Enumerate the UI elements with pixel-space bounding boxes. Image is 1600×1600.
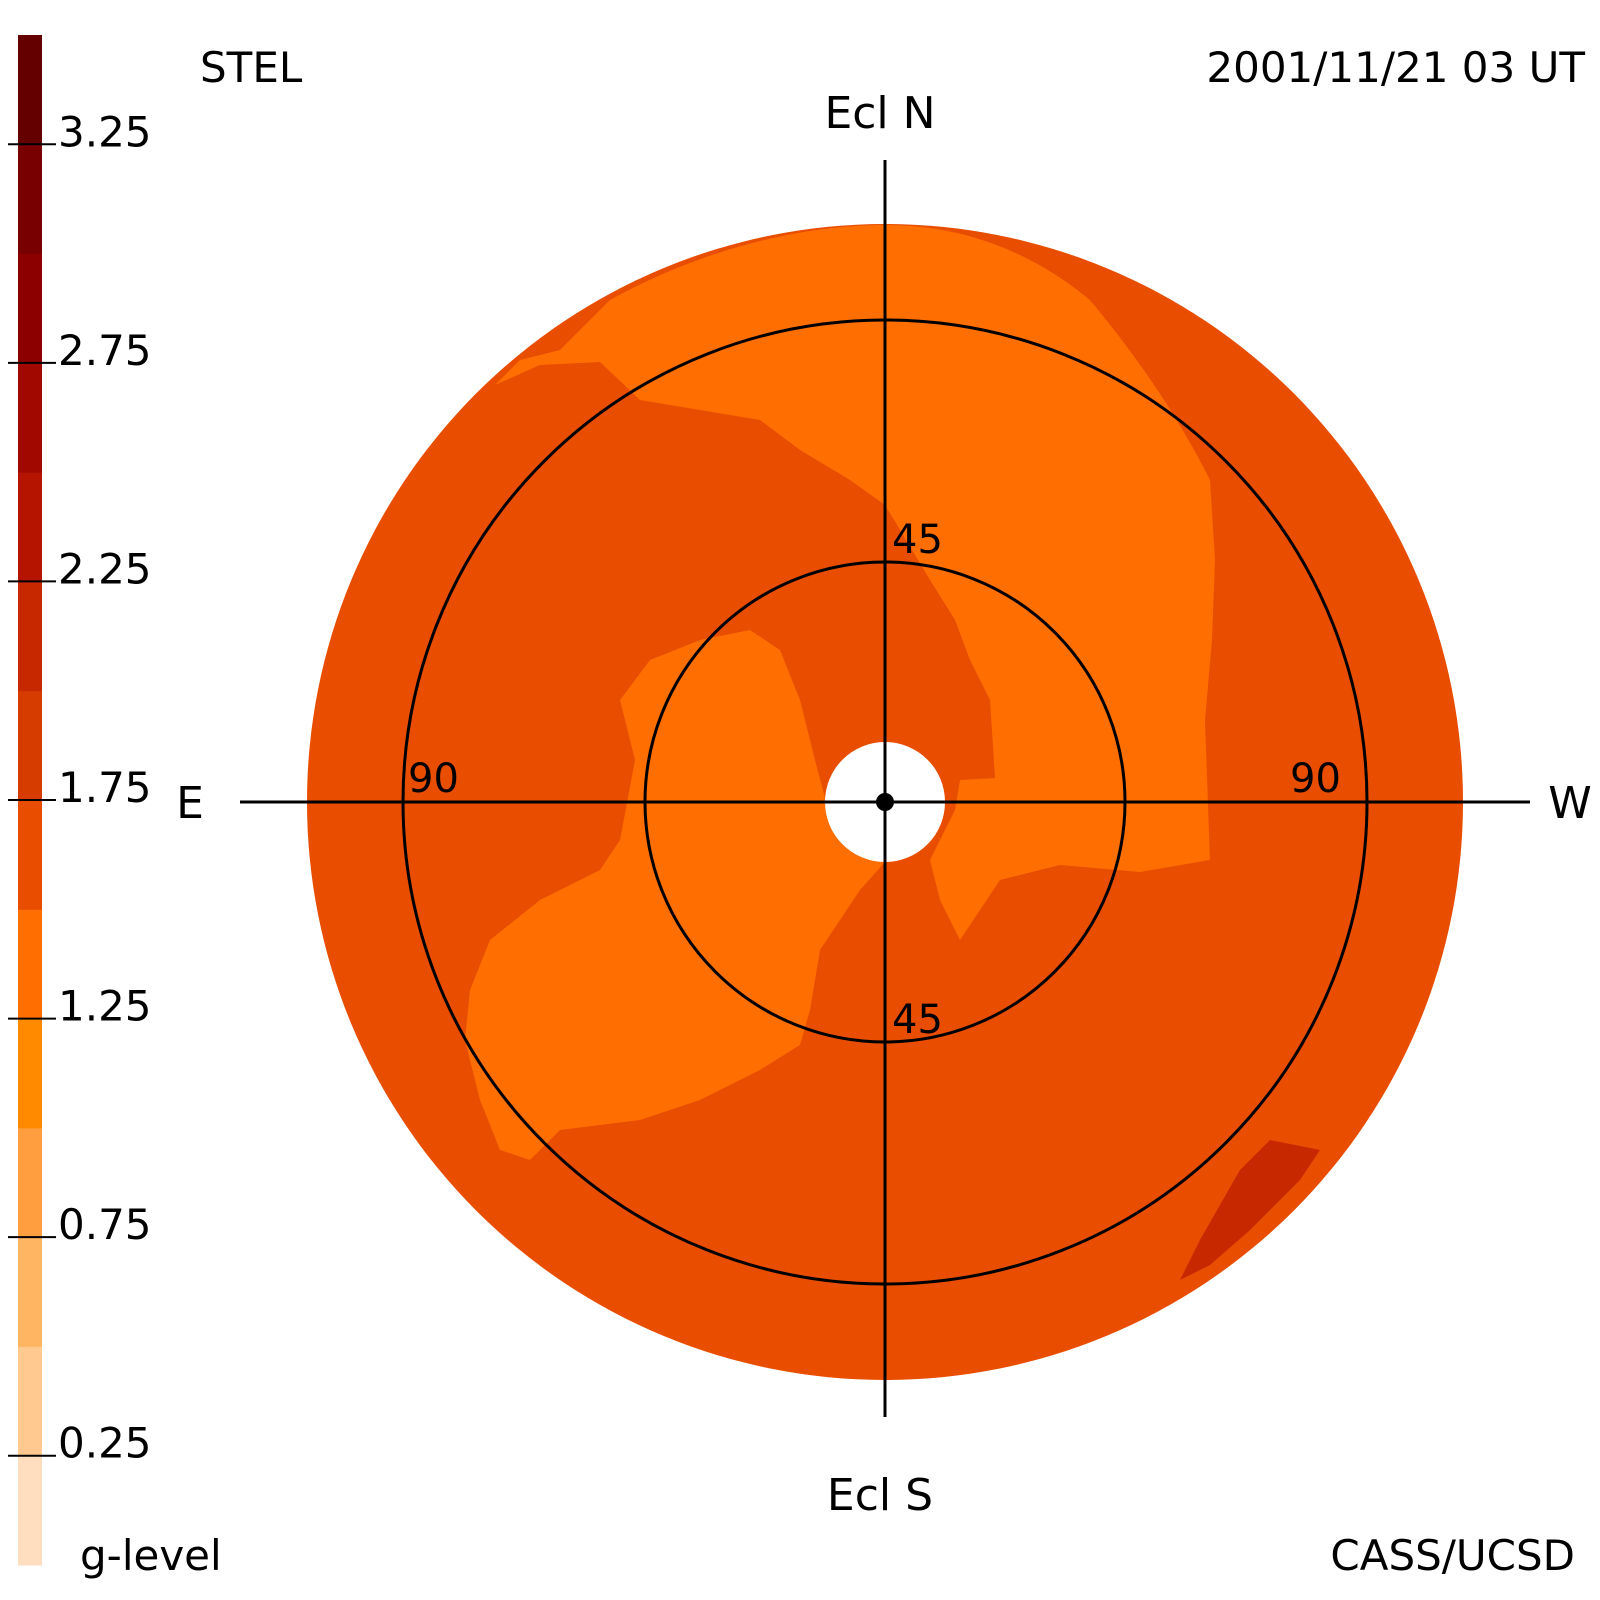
direction-east-label: E [176, 778, 204, 829]
colorbar-tick-label: 3.25 [58, 107, 152, 156]
colorbar-segment [18, 472, 42, 582]
colorbar-segment [18, 253, 42, 364]
colorbar-segment [18, 1346, 42, 1457]
ring-45-label-top: 45 [892, 517, 943, 563]
colorbar-segment [18, 909, 42, 1020]
sun-center-dot [876, 793, 894, 811]
colorbar-segment [18, 1018, 42, 1129]
region-north-west-lobe [885, 225, 1215, 940]
colorbar-tick-label: 0.25 [58, 1419, 152, 1468]
colorbar [18, 35, 42, 1566]
colorbar-ticks: 0.25 0.75 1.25 1.75 2.25 2.75 3.25 [8, 107, 152, 1468]
colorbar-tick-label: 2.25 [58, 544, 152, 593]
title-right: 2001/11/21 03 UT [1206, 43, 1585, 92]
colorbar-segment [18, 690, 42, 801]
colorbar-segment [18, 1127, 42, 1238]
colorbar-tick-label: 2.75 [58, 326, 152, 375]
ring-45-label-bottom: 45 [892, 997, 943, 1043]
credit-label: CASS/UCSD [1330, 1531, 1575, 1580]
colorbar-segment [18, 800, 42, 910]
title-left: STEL [200, 43, 303, 92]
region-south-west-enhancement [1180, 1140, 1320, 1280]
colorbar-segment [18, 1237, 42, 1347]
colorbar-segment [18, 144, 42, 255]
colorbar-segment [18, 362, 42, 473]
direction-north-label: Ecl N [824, 88, 935, 139]
region-central-east-lobe [465, 630, 885, 1160]
colorbar-tick-label: 1.25 [58, 982, 152, 1031]
colorbar-label: g-level [80, 1531, 222, 1580]
colorbar-segment [18, 1455, 42, 1566]
colorbar-segment [18, 581, 42, 692]
direction-west-label: W [1548, 778, 1592, 829]
ring-90-label-west: 90 [1290, 756, 1341, 802]
colorbar-tick-label: 1.75 [58, 763, 152, 812]
colorbar-tick-label: 0.75 [58, 1200, 152, 1249]
region-north-east-lobe [495, 225, 885, 505]
sky-map [240, 160, 1530, 1417]
direction-south-label: Ecl S [827, 1470, 933, 1521]
ring-90-label-east: 90 [408, 756, 459, 802]
colorbar-segment [18, 35, 42, 145]
